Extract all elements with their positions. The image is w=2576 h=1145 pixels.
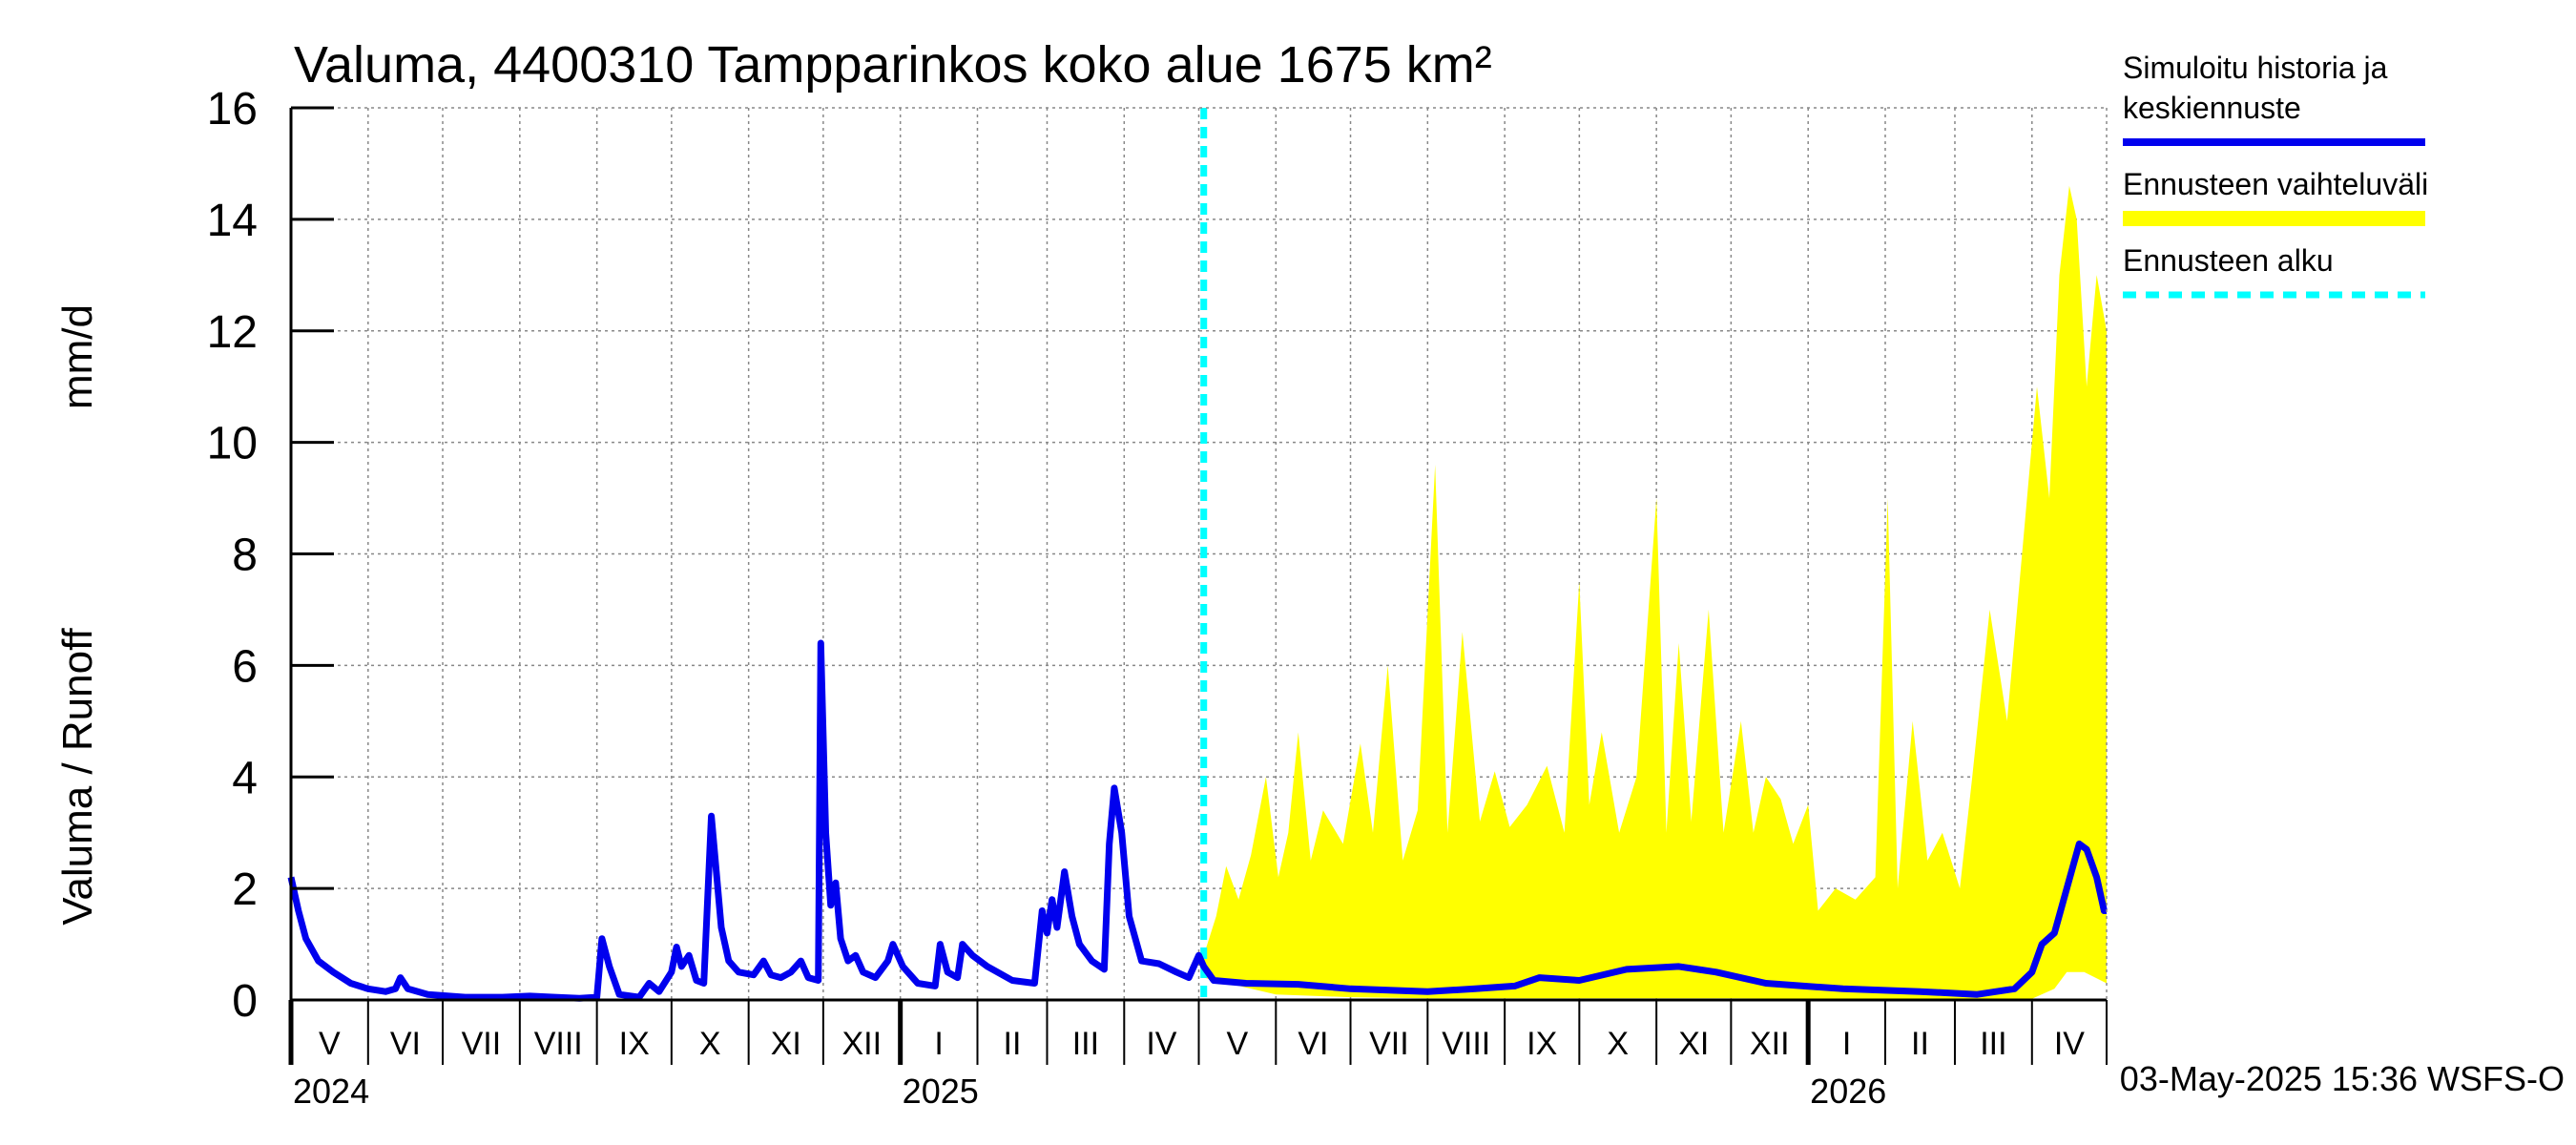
x-month-label: IX	[619, 1026, 650, 1062]
x-month-label: VI	[390, 1026, 421, 1062]
x-month-label: VI	[1298, 1026, 1328, 1062]
legend-swatch-range	[2123, 211, 2425, 226]
x-month-label: III	[1980, 1026, 2006, 1062]
x-month-label: VII	[1369, 1026, 1409, 1062]
x-month-label: XI	[1678, 1026, 1709, 1062]
x-year-label: 2025	[903, 1072, 979, 1111]
history-line	[287, 639, 2108, 1002]
legend: Simuloitu historia ja keskiennuste Ennuste…	[2123, 51, 2428, 299]
x-month-label: VIII	[1442, 1026, 1490, 1062]
x-month-label: V	[319, 1026, 341, 1062]
forecast-range-band	[1203, 185, 2107, 999]
x-month-label: XII	[841, 1026, 882, 1062]
x-month-label: X	[699, 1026, 721, 1062]
x-month-label: XI	[771, 1026, 801, 1062]
history-series	[287, 639, 2108, 1002]
x-year-label: 2024	[293, 1072, 369, 1111]
x-month-label: II	[1004, 1026, 1022, 1062]
forecast-range-area	[1203, 185, 2107, 999]
x-month-label: VIII	[534, 1026, 583, 1062]
y-tick-label: 12	[207, 307, 258, 358]
y-tick-label: 14	[207, 196, 258, 246]
legend-label: Ennusteen alku	[2123, 243, 2334, 278]
y-tick-label: 16	[207, 84, 258, 135]
y-axis: 0 2 4 6 8 10 12 14 16	[207, 84, 334, 1027]
y-tick-label: 8	[232, 531, 258, 581]
x-month-label: III	[1072, 1026, 1099, 1062]
legend-label: Ennusteen vaihteluväli	[2123, 167, 2428, 201]
x-axis: V VI VII VIII IX X XI XII I II III IV V VI VII VIII IX X X…	[288, 1000, 2108, 1111]
y-tick-label: 4	[232, 753, 258, 803]
x-month-label: II	[1911, 1026, 1929, 1062]
y-tick-label: 6	[232, 641, 258, 692]
timestamp-footer: 03-May-2025 15:36 WSFS-O	[2120, 1059, 2565, 1098]
x-month-label: IV	[1146, 1026, 1176, 1062]
x-month-label: X	[1607, 1026, 1629, 1062]
y-tick-label: 0	[232, 976, 258, 1027]
chart-title: Valuma, 4400310 Tampparinkos koko alue 1…	[294, 36, 1492, 94]
x-month-label: I	[934, 1026, 943, 1062]
gridlines	[291, 108, 2107, 1000]
y-tick-label: 10	[207, 419, 258, 469]
x-month-label: IX	[1527, 1026, 1557, 1062]
x-month-label: XII	[1750, 1026, 1790, 1062]
legend-label: Simuloitu historia ja	[2123, 51, 2388, 85]
y-axis-label: Valuma / Runoff mm/d	[54, 304, 101, 926]
y-tick-label: 2	[232, 864, 258, 915]
x-month-label: IV	[2054, 1026, 2085, 1062]
x-month-label: V	[1227, 1026, 1249, 1062]
legend-label: keskiennuste	[2123, 91, 2301, 125]
x-year-label: 2026	[1810, 1072, 1886, 1111]
y-axis-unit: mm/d	[54, 304, 101, 409]
x-month-label: VII	[462, 1026, 502, 1062]
x-month-label: I	[1842, 1026, 1851, 1062]
y-axis-label-text: Valuma / Runoff	[54, 628, 101, 926]
